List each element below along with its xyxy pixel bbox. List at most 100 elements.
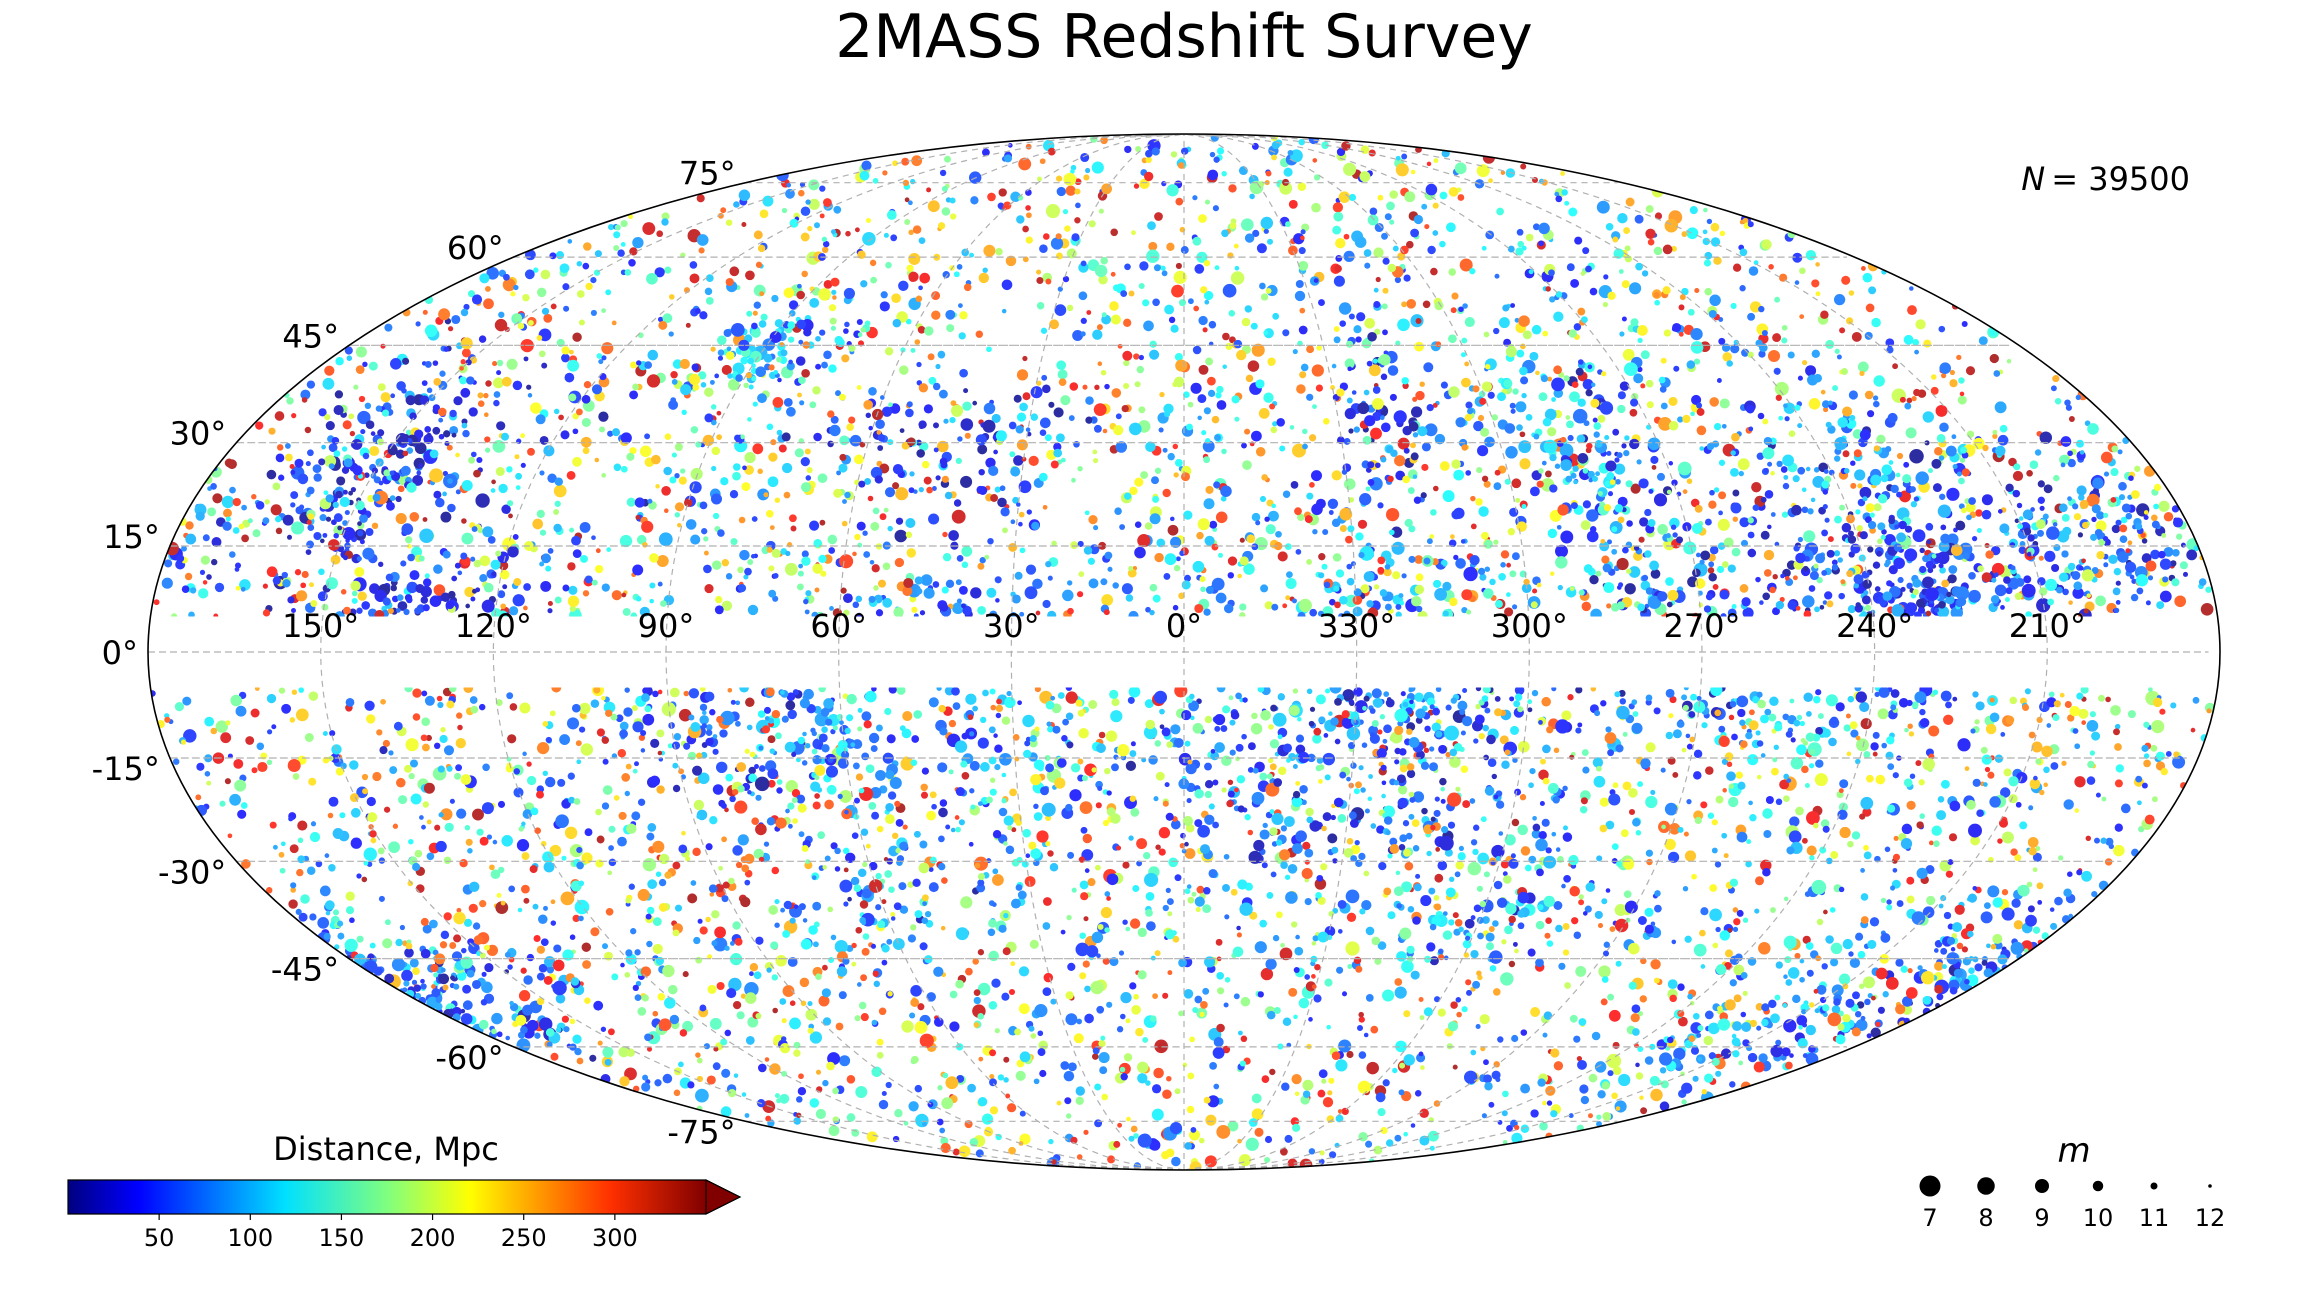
galaxy-point xyxy=(426,819,432,825)
galaxy-point xyxy=(278,474,285,481)
galaxy-point xyxy=(834,940,848,954)
galaxy-point xyxy=(1306,345,1315,354)
galaxy-point xyxy=(1911,396,1917,402)
galaxy-point xyxy=(624,269,632,276)
galaxy-point xyxy=(484,412,489,418)
galaxy-point xyxy=(567,562,576,571)
galaxy-point xyxy=(628,214,634,220)
galaxy-point xyxy=(1514,948,1519,954)
galaxy-point xyxy=(672,861,681,870)
galaxy-point xyxy=(400,465,411,476)
galaxy-point xyxy=(1622,731,1628,737)
galaxy-point xyxy=(560,891,575,906)
galaxy-point xyxy=(221,495,235,509)
galaxy-point xyxy=(1568,1113,1574,1119)
galaxy-point xyxy=(856,318,863,326)
galaxy-point xyxy=(342,420,352,430)
galaxy-point xyxy=(1247,829,1254,836)
galaxy-point xyxy=(765,1115,772,1122)
galaxy-point xyxy=(1495,800,1505,809)
galaxy-point xyxy=(1337,899,1347,909)
galaxy-point xyxy=(1796,714,1803,721)
galaxy-point xyxy=(505,1035,511,1041)
galaxy-point xyxy=(2103,471,2110,477)
galaxy-point xyxy=(572,456,582,467)
galaxy-point xyxy=(1536,582,1542,588)
galaxy-point xyxy=(1521,504,1527,509)
galaxy-point xyxy=(617,836,627,847)
galaxy-point xyxy=(1225,342,1233,351)
galaxy-point xyxy=(775,732,782,740)
galaxy-point xyxy=(1543,439,1558,454)
galaxy-point xyxy=(683,690,690,697)
galaxy-point xyxy=(1594,910,1603,919)
galaxy-point xyxy=(2074,776,2086,788)
galaxy-point xyxy=(1386,201,1395,211)
galaxy-point xyxy=(822,246,829,253)
galaxy-point xyxy=(590,309,597,316)
galaxy-point xyxy=(1070,763,1081,773)
galaxy-point xyxy=(1934,961,1944,971)
galaxy-point xyxy=(664,508,669,513)
galaxy-point xyxy=(931,310,941,320)
galaxy-point xyxy=(1331,846,1339,854)
galaxy-point xyxy=(1530,1007,1541,1017)
galaxy-point xyxy=(471,979,482,990)
galaxy-point xyxy=(1657,524,1668,535)
galaxy-point xyxy=(532,903,539,910)
galaxy-point xyxy=(1077,465,1083,472)
galaxy-point xyxy=(768,905,779,915)
galaxy-point xyxy=(1704,1010,1714,1020)
galaxy-point xyxy=(498,561,509,571)
galaxy-point xyxy=(1741,348,1750,357)
galaxy-point xyxy=(960,896,973,909)
galaxy-point xyxy=(1326,1024,1331,1030)
galaxy-point xyxy=(710,493,723,505)
galaxy-point xyxy=(1538,392,1548,402)
galaxy-point xyxy=(1013,455,1024,466)
galaxy-point xyxy=(1857,950,1866,959)
galaxy-point xyxy=(1511,818,1520,827)
galaxy-point xyxy=(2027,534,2035,542)
galaxy-point xyxy=(1075,1086,1086,1096)
galaxy-point xyxy=(2046,723,2052,728)
galaxy-point xyxy=(1519,794,1527,801)
galaxy-point xyxy=(601,355,607,361)
galaxy-point xyxy=(647,349,659,361)
galaxy-point xyxy=(1234,416,1240,422)
galaxy-point xyxy=(1866,1033,1872,1039)
galaxy-point xyxy=(1102,819,1110,827)
galaxy-point xyxy=(1214,265,1220,271)
galaxy-point xyxy=(1434,433,1446,445)
galaxy-point xyxy=(1909,773,1916,779)
galaxy-point xyxy=(1742,607,1754,619)
galaxy-point xyxy=(652,1010,659,1017)
galaxy-point xyxy=(1922,906,1935,919)
galaxy-point xyxy=(725,277,734,287)
galaxy-point xyxy=(1092,1053,1099,1060)
galaxy-point xyxy=(631,811,641,821)
galaxy-point xyxy=(1512,941,1518,947)
galaxy-point xyxy=(936,1118,944,1126)
galaxy-point xyxy=(1407,487,1415,495)
galaxy-point xyxy=(2081,870,2093,882)
galaxy-point xyxy=(380,392,391,403)
galaxy-point xyxy=(1315,384,1323,392)
galaxy-point xyxy=(341,446,348,452)
galaxy-point xyxy=(854,533,861,541)
galaxy-point xyxy=(1149,1015,1157,1023)
galaxy-point xyxy=(536,945,546,954)
galaxy-point xyxy=(440,967,446,973)
galaxy-point xyxy=(939,799,948,807)
galaxy-point xyxy=(1516,228,1524,236)
galaxy-point xyxy=(2062,588,2069,596)
galaxy-point xyxy=(2143,515,2149,520)
galaxy-point xyxy=(709,379,715,385)
galaxy-point xyxy=(1985,550,1994,559)
galaxy-point xyxy=(805,743,811,749)
galaxy-point xyxy=(1380,422,1391,433)
galaxy-point xyxy=(229,793,241,806)
galaxy-point xyxy=(1863,590,1869,596)
galaxy-point xyxy=(807,1001,813,1007)
galaxy-point xyxy=(1167,452,1175,461)
